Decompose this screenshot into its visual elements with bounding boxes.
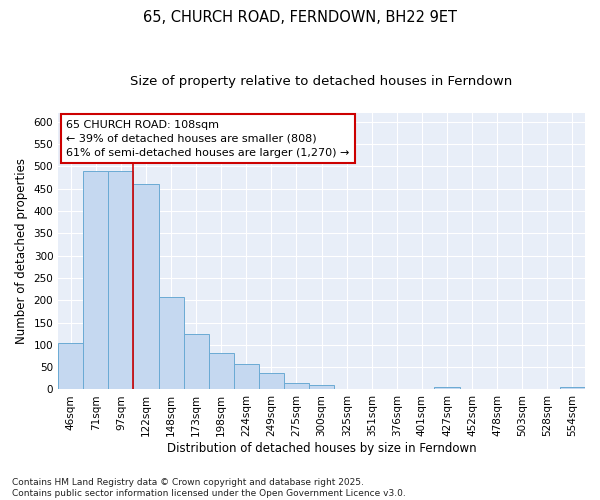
Bar: [58, 342, 83, 390]
Bar: [434, 387, 460, 390]
Bar: [284, 383, 309, 390]
Bar: [158, 297, 184, 390]
Text: Contains HM Land Registry data © Crown copyright and database right 2025.
Contai: Contains HM Land Registry data © Crown c…: [12, 478, 406, 498]
Bar: [309, 385, 334, 390]
Y-axis label: Number of detached properties: Number of detached properties: [15, 158, 28, 344]
Bar: [83, 171, 109, 390]
Bar: [560, 387, 585, 390]
Bar: [184, 334, 209, 390]
Bar: [209, 353, 234, 390]
X-axis label: Distribution of detached houses by size in Ferndown: Distribution of detached houses by size …: [167, 442, 476, 455]
Bar: [109, 171, 133, 390]
Bar: [259, 373, 284, 390]
Bar: [234, 364, 259, 390]
Bar: [133, 184, 158, 390]
Text: 65, CHURCH ROAD, FERNDOWN, BH22 9ET: 65, CHURCH ROAD, FERNDOWN, BH22 9ET: [143, 10, 457, 25]
Title: Size of property relative to detached houses in Ferndown: Size of property relative to detached ho…: [130, 75, 513, 88]
Text: 65 CHURCH ROAD: 108sqm
← 39% of detached houses are smaller (808)
61% of semi-de: 65 CHURCH ROAD: 108sqm ← 39% of detached…: [66, 120, 349, 158]
